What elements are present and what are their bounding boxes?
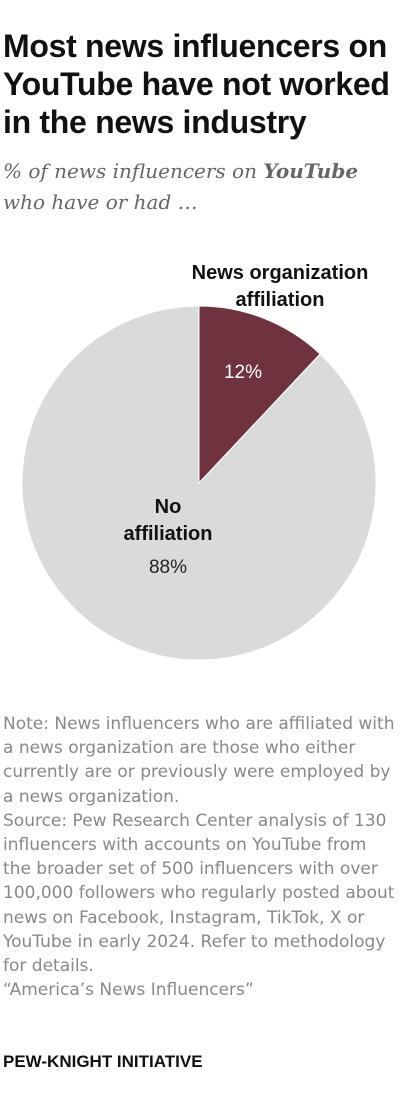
subtitle-prefix: % of news influencers on: [3, 159, 264, 183]
chart-subtitle: % of news influencers on YouTube who hav…: [3, 156, 399, 218]
pie-slice-value-0: 12%: [224, 362, 262, 383]
chart-title: Most news influencers on YouTube have no…: [3, 28, 390, 140]
subtitle-suffix: who have or had …: [3, 190, 198, 214]
pie-slice-1: [21, 305, 377, 661]
subtitle-platform: YouTube: [263, 159, 359, 183]
chart-notes: Note: News influencers who are affiliate…: [3, 712, 399, 1002]
pie-chart: News organization affiliation 12% No affilia…: [21, 262, 377, 661]
pie-slice-0: [198, 305, 321, 485]
note-text: Note: News influencers who are affiliate…: [3, 714, 395, 807]
footer-brand: PEW-KNIGHT INITIATIVE: [3, 1052, 203, 1071]
pie-slice-value-1: 88%: [149, 557, 187, 578]
source-text: Source: Pew Research Center analysis of …: [3, 810, 395, 977]
pie-slice-label-0: News organization affiliation: [192, 262, 369, 311]
pie-slice-label-1: No affiliation: [124, 496, 213, 545]
report-title: “America’s News Influencers”: [3, 980, 254, 1001]
